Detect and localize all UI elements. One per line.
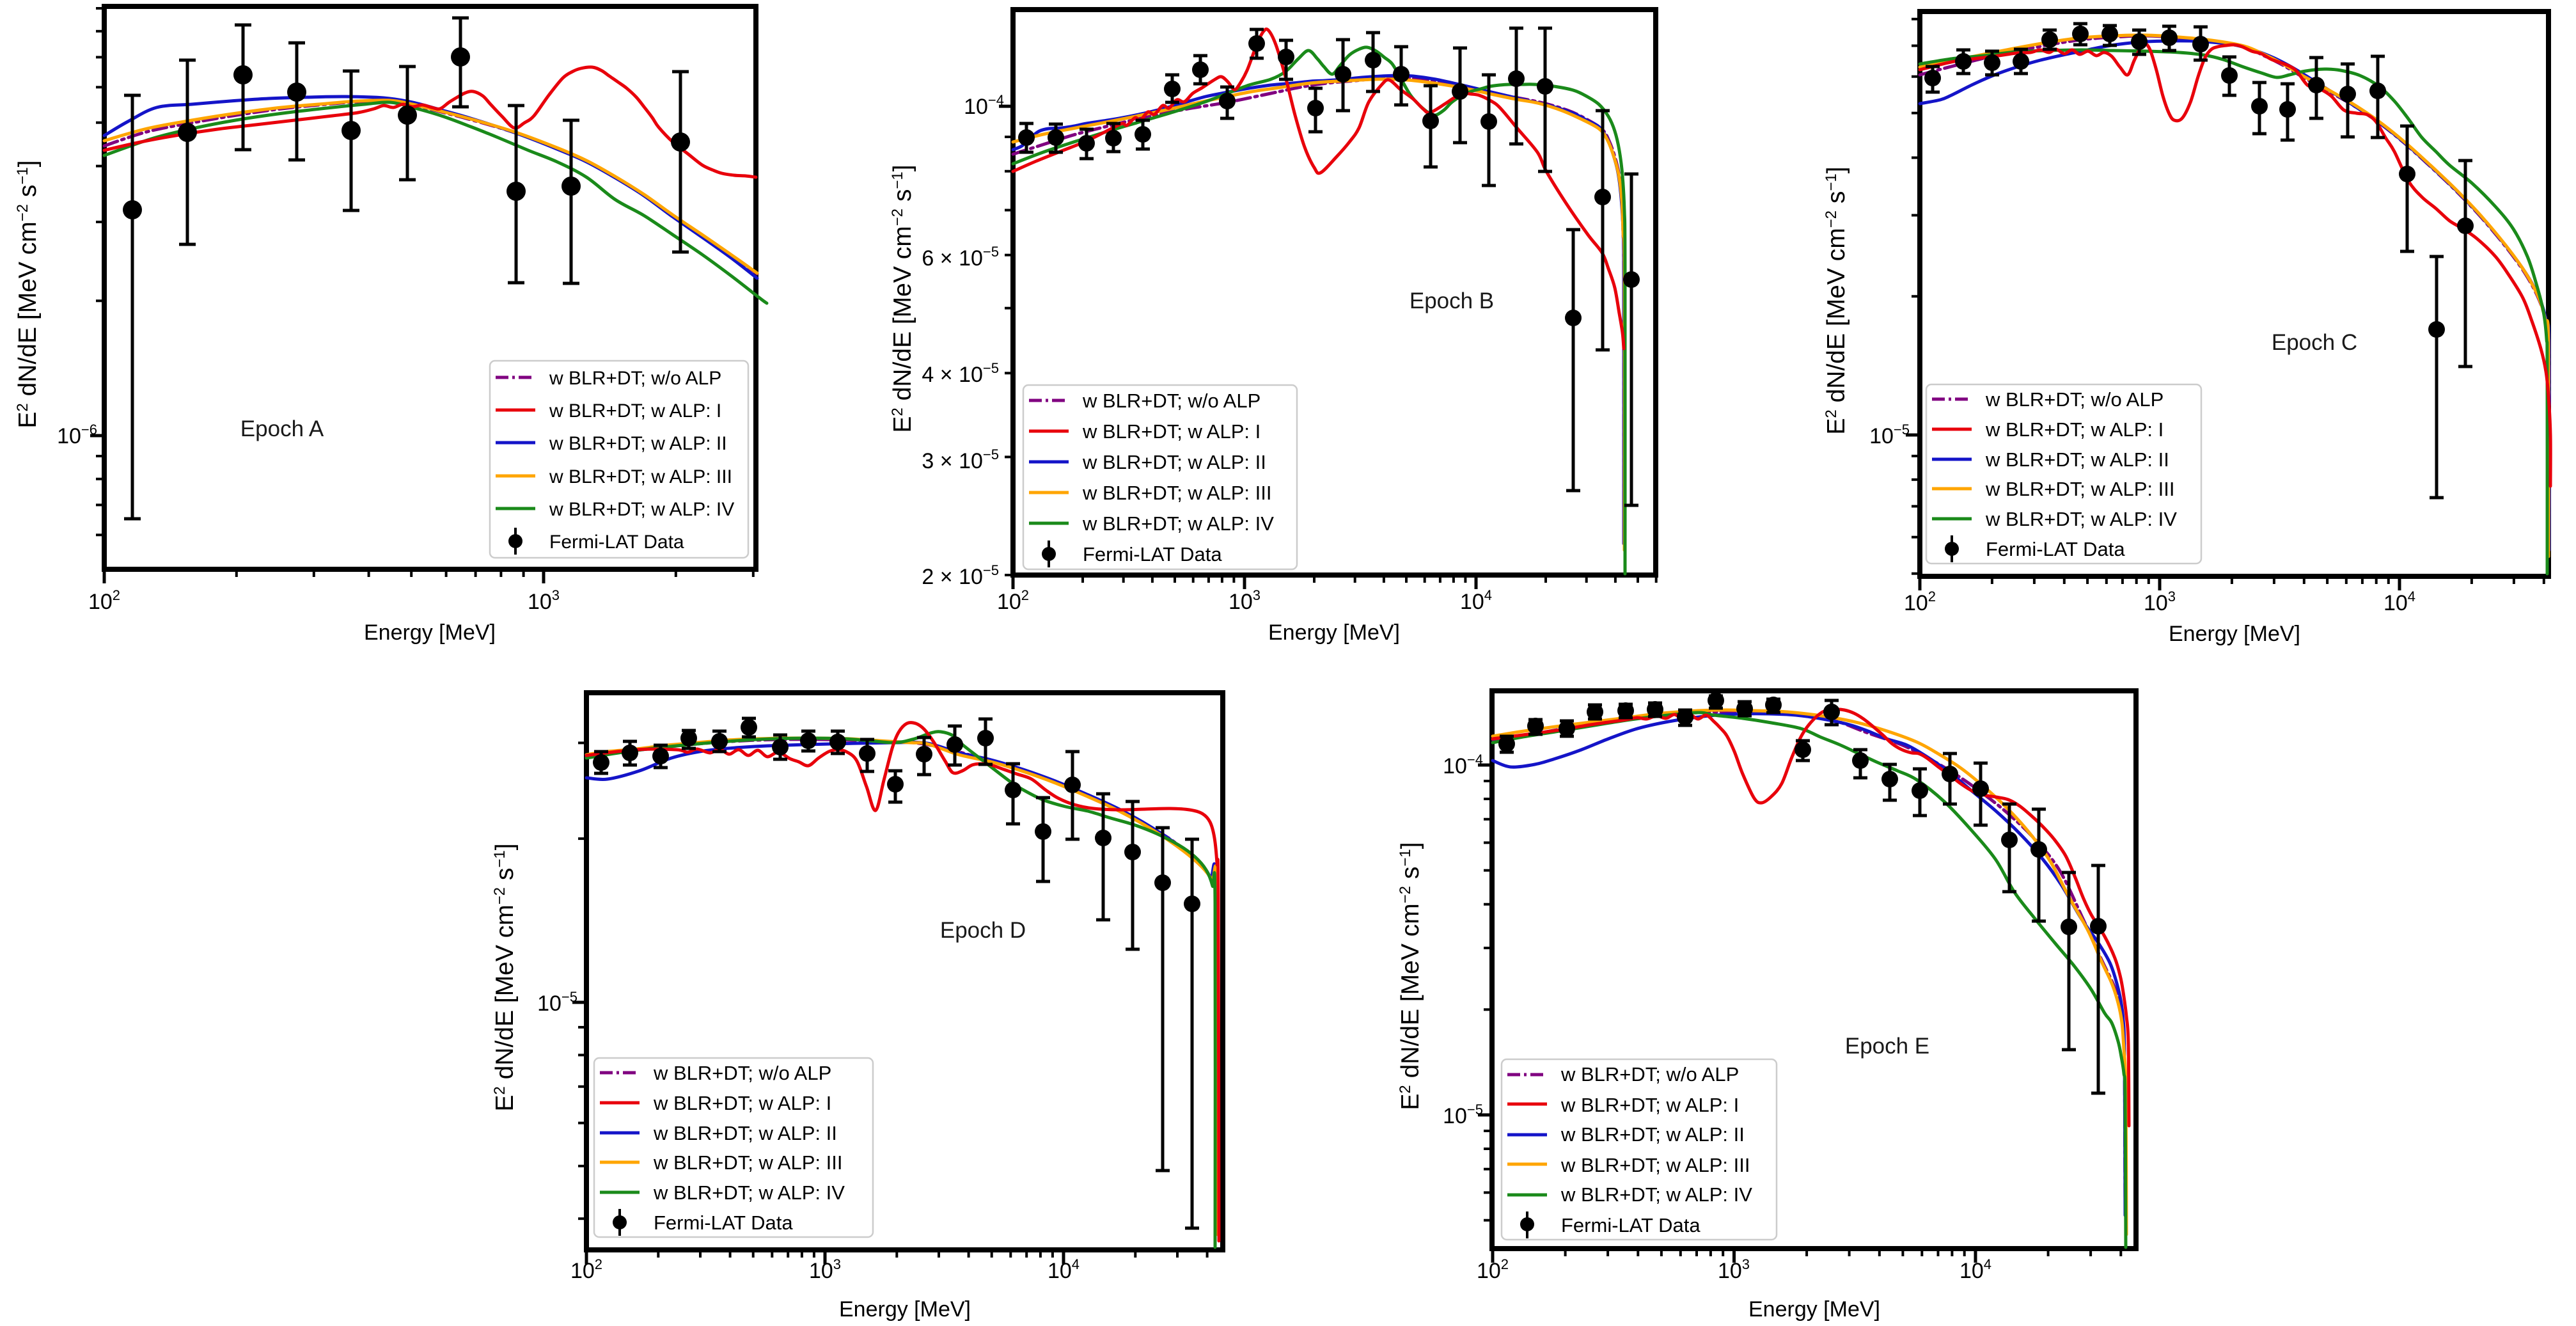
svg-text:w BLR+DT; w ALP: II: w BLR+DT; w ALP: II (1560, 1123, 1745, 1146)
svg-text:w BLR+DT; w ALP: III: w BLR+DT; w ALP: III (653, 1151, 842, 1174)
svg-text:w BLR+DT; w/o ALP: w BLR+DT; w/o ALP (1560, 1063, 1739, 1085)
svg-text:E2 dN/dE [MeV cm−2 s−1]: E2 dN/dE [MeV cm−2 s−1] (14, 160, 42, 428)
svg-text:E2 dN/dE [MeV cm−2 s−1]: E2 dN/dE [MeV cm−2 s−1] (1397, 842, 1424, 1110)
svg-text:Energy [MeV]: Energy [MeV] (839, 1297, 971, 1322)
svg-text:104: 104 (1460, 587, 1492, 614)
svg-text:w BLR+DT; w ALP: IV: w BLR+DT; w ALP: IV (1985, 508, 2177, 530)
svg-text:Epoch B: Epoch B (1410, 288, 1494, 313)
svg-text:w BLR+DT; w ALP: IV: w BLR+DT; w ALP: IV (1560, 1183, 1752, 1206)
svg-text:Fermi-LAT Data: Fermi-LAT Data (654, 1212, 793, 1234)
svg-text:w BLR+DT; w ALP: IV: w BLR+DT; w ALP: IV (549, 499, 734, 520)
svg-text:Fermi-LAT Data: Fermi-LAT Data (549, 532, 684, 553)
svg-text:Fermi-LAT Data: Fermi-LAT Data (1986, 538, 2125, 560)
svg-text:w BLR+DT; w ALP: IV: w BLR+DT; w ALP: IV (653, 1181, 845, 1204)
svg-text:Epoch C: Epoch C (2272, 330, 2357, 355)
svg-text:E2 dN/dE [MeV cm−2 s−1]: E2 dN/dE [MeV cm−2 s−1] (1823, 166, 1850, 434)
svg-text:Fermi-LAT Data: Fermi-LAT Data (1083, 543, 1222, 565)
svg-text:10−5: 10−5 (537, 989, 577, 1016)
svg-text:Energy [MeV]: Energy [MeV] (364, 620, 496, 645)
svg-text:w BLR+DT; w ALP: III: w BLR+DT; w ALP: III (1560, 1154, 1750, 1176)
svg-text:w BLR+DT; w/o ALP: w BLR+DT; w/o ALP (1985, 388, 2164, 411)
svg-text:w BLR+DT; w ALP: III: w BLR+DT; w ALP: III (1082, 482, 1271, 504)
svg-text:w BLR+DT; w ALP: II: w BLR+DT; w ALP: II (549, 433, 727, 454)
svg-text:Energy [MeV]: Energy [MeV] (1748, 1297, 1880, 1322)
svg-text:E2 dN/dE [MeV cm−2 s−1]: E2 dN/dE [MeV cm−2 s−1] (889, 164, 916, 432)
svg-text:Fermi-LAT Data: Fermi-LAT Data (1561, 1214, 1700, 1236)
svg-text:w BLR+DT; w ALP: II: w BLR+DT; w ALP: II (653, 1122, 837, 1144)
svg-text:w BLR+DT; w ALP: I: w BLR+DT; w ALP: I (549, 400, 721, 422)
svg-text:w BLR+DT; w ALP: II: w BLR+DT; w ALP: II (1082, 451, 1266, 473)
svg-text:w BLR+DT; w ALP: III: w BLR+DT; w ALP: III (1985, 478, 2174, 500)
svg-text:10−6: 10−6 (57, 422, 97, 448)
svg-text:w BLR+DT; w ALP: III: w BLR+DT; w ALP: III (549, 466, 732, 487)
svg-text:Epoch D: Epoch D (940, 918, 1026, 943)
svg-text:10−4: 10−4 (1443, 752, 1483, 778)
svg-text:102: 102 (88, 587, 120, 614)
svg-text:3 × 10−5: 3 × 10−5 (922, 446, 999, 473)
svg-text:w BLR+DT; w ALP: I: w BLR+DT; w ALP: I (1560, 1094, 1739, 1116)
svg-text:Epoch A: Epoch A (240, 416, 324, 441)
svg-text:w BLR+DT; w ALP: I: w BLR+DT; w ALP: I (1985, 418, 2164, 441)
svg-text:w BLR+DT; w/o ALP: w BLR+DT; w/o ALP (549, 368, 721, 389)
svg-text:w BLR+DT; w ALP: I: w BLR+DT; w ALP: I (653, 1092, 831, 1114)
svg-text:w BLR+DT; w ALP: IV: w BLR+DT; w ALP: IV (1082, 512, 1274, 535)
svg-text:w BLR+DT; w ALP: I: w BLR+DT; w ALP: I (1082, 420, 1261, 443)
svg-text:w BLR+DT; w ALP: II: w BLR+DT; w ALP: II (1985, 448, 2169, 471)
svg-text:w BLR+DT; w/o ALP: w BLR+DT; w/o ALP (653, 1062, 831, 1084)
svg-text:Energy [MeV]: Energy [MeV] (2169, 622, 2300, 646)
svg-text:E2 dN/dE [MeV cm−2 s−1]: E2 dN/dE [MeV cm−2 s−1] (491, 843, 519, 1111)
svg-text:w BLR+DT; w/o ALP: w BLR+DT; w/o ALP (1082, 390, 1261, 412)
svg-text:Energy [MeV]: Energy [MeV] (1268, 620, 1400, 645)
svg-text:Epoch E: Epoch E (1845, 1034, 1929, 1059)
